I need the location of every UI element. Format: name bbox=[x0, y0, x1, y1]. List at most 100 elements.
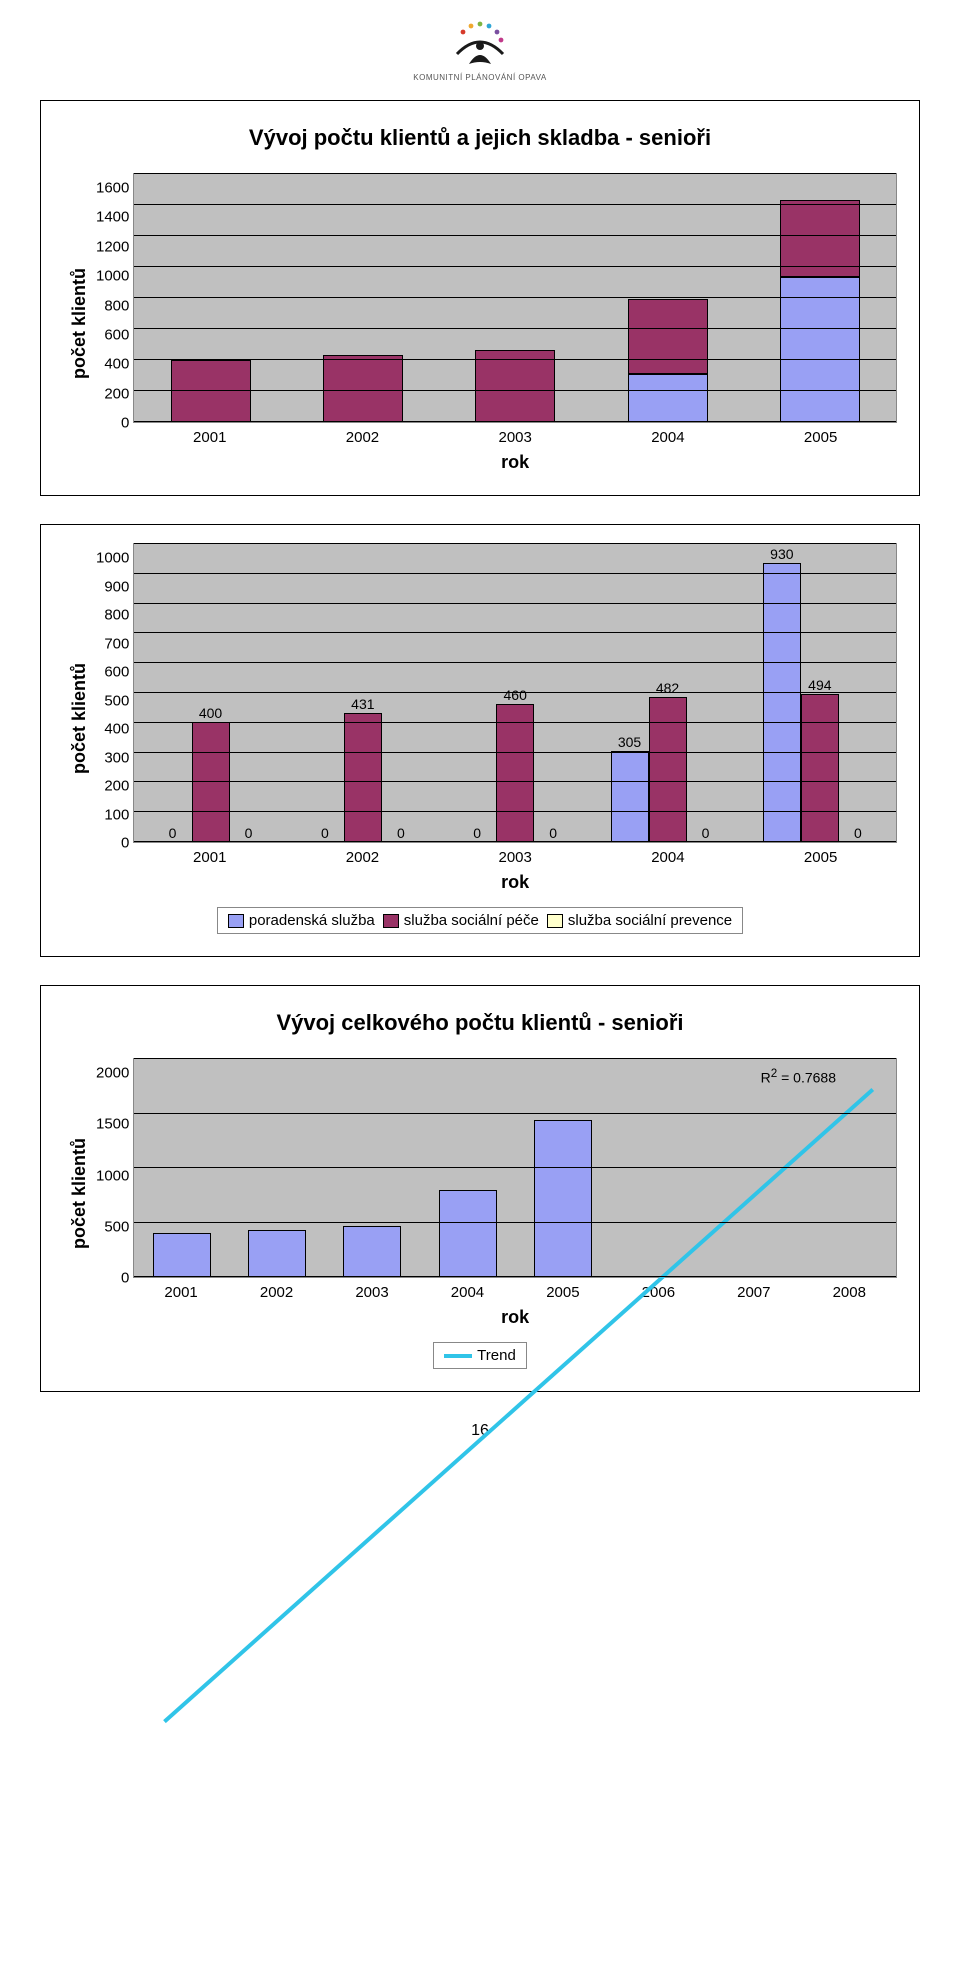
chart2-yticks: 10009008007006005004003002001000 bbox=[96, 543, 133, 843]
ytick: 700 bbox=[104, 636, 129, 651]
bar bbox=[344, 713, 382, 842]
xtick: 2006 bbox=[611, 1284, 706, 1301]
legend-swatch bbox=[444, 1354, 472, 1358]
chart1-plot bbox=[133, 173, 897, 423]
logo-caption: KOMUNITNÍ PLÁNOVÁNÍ OPAVA bbox=[40, 73, 920, 82]
bar-slot bbox=[439, 174, 591, 422]
bar-segment bbox=[780, 277, 860, 422]
chart1-xlabel: rok bbox=[133, 452, 897, 473]
xtick: 2001 bbox=[133, 429, 286, 446]
xtick: 2003 bbox=[439, 429, 592, 446]
bar-slot bbox=[610, 1059, 705, 1277]
value-label: 0 bbox=[245, 826, 253, 840]
value-label: 0 bbox=[397, 826, 405, 840]
value-label: 0 bbox=[321, 826, 329, 840]
bar bbox=[611, 751, 649, 843]
value-label: 0 bbox=[549, 826, 557, 840]
xtick: 2002 bbox=[229, 1284, 324, 1301]
ytick: 1000 bbox=[96, 1168, 129, 1183]
value-label: 494 bbox=[808, 678, 831, 692]
page-number: 16 bbox=[40, 1422, 920, 1440]
ytick: 600 bbox=[104, 327, 129, 342]
bar-segment bbox=[475, 350, 555, 422]
bar-slot bbox=[801, 1059, 896, 1277]
xtick: 2001 bbox=[133, 1284, 228, 1301]
value-label: 305 bbox=[618, 735, 641, 749]
value-label: 0 bbox=[702, 826, 710, 840]
bar-slot bbox=[325, 1059, 420, 1277]
chart3-plot: R2 = 0.7688 bbox=[133, 1058, 897, 1278]
ytick: 200 bbox=[104, 779, 129, 794]
chart2-ylabel: počet klientů bbox=[63, 543, 96, 893]
ytick: 1500 bbox=[96, 1117, 129, 1132]
bar-group: 0 431 0 bbox=[287, 544, 439, 842]
bar bbox=[439, 1190, 497, 1277]
bar-group: 04600 bbox=[439, 544, 591, 842]
chart1-yticks: 16001400120010008006004002000 bbox=[96, 173, 133, 423]
value-label: 400 bbox=[199, 706, 222, 720]
ytick: 1600 bbox=[96, 181, 129, 196]
ytick: 0 bbox=[121, 836, 129, 851]
legend-item: služba sociální péče bbox=[383, 912, 539, 929]
xtick: 2001 bbox=[133, 849, 286, 866]
bar-slot bbox=[134, 174, 286, 422]
page-root: KOMUNITNÍ PLÁNOVÁNÍ OPAVA Vývoj počtu kl… bbox=[0, 0, 960, 1480]
bar-slot bbox=[591, 174, 743, 422]
legend-item: Trend bbox=[444, 1347, 516, 1364]
chart2-xticks: 20012002200320042005 bbox=[133, 849, 897, 866]
xtick: 2003 bbox=[439, 849, 592, 866]
legend-label: poradenská služba bbox=[249, 912, 375, 929]
ytick: 800 bbox=[104, 608, 129, 623]
ytick: 1000 bbox=[96, 269, 129, 284]
logo-svg bbox=[445, 20, 515, 66]
legend-swatch bbox=[383, 914, 399, 928]
legend-swatch bbox=[547, 914, 563, 928]
xtick: 2005 bbox=[744, 429, 897, 446]
bar-segment bbox=[628, 299, 708, 374]
bar-slot bbox=[744, 174, 896, 422]
chart2-plot: 04000043100460030548209304940 bbox=[133, 543, 897, 843]
chart3-r2-label: R2 = 0.7688 bbox=[761, 1067, 836, 1086]
chart2-legend: poradenská služba služba sociální péče slu… bbox=[217, 907, 743, 934]
xtick: 2002 bbox=[286, 849, 439, 866]
value-label: 0 bbox=[854, 826, 862, 840]
xtick: 2007 bbox=[706, 1284, 801, 1301]
value-label: 482 bbox=[656, 681, 679, 695]
bar-slot bbox=[287, 174, 439, 422]
xtick: 2005 bbox=[515, 1284, 610, 1301]
bar-segment bbox=[628, 374, 708, 422]
bar bbox=[534, 1120, 592, 1277]
value-label: 431 bbox=[351, 697, 374, 711]
bar-group: 305 482 0 bbox=[591, 544, 743, 842]
bar-slot bbox=[706, 1059, 801, 1277]
chart2-panel: počet klientů 10009008007006005004003002… bbox=[40, 524, 920, 957]
ytick: 1000 bbox=[96, 551, 129, 566]
ytick: 500 bbox=[104, 693, 129, 708]
xtick: 2004 bbox=[592, 849, 745, 866]
bar bbox=[153, 1233, 211, 1277]
bar-group: 0 400 0 bbox=[134, 544, 286, 842]
legend-label: Trend bbox=[477, 1347, 516, 1364]
chart3-legend: Trend bbox=[433, 1342, 527, 1369]
bar bbox=[496, 704, 534, 842]
legend-item: služba sociální prevence bbox=[547, 912, 732, 929]
bar bbox=[763, 563, 801, 842]
ytick: 0 bbox=[121, 416, 129, 431]
value-label: 0 bbox=[473, 826, 481, 840]
ytick: 200 bbox=[104, 386, 129, 401]
chart1-ylabel: počet klientů bbox=[63, 173, 96, 473]
value-label: 0 bbox=[169, 826, 177, 840]
xtick: 2008 bbox=[802, 1284, 897, 1301]
chart3-xticks: 20012002200320042005200620072008 bbox=[133, 1284, 897, 1301]
chart1-xticks: 20012002200320042005 bbox=[133, 429, 897, 446]
chart2-xlabel: rok bbox=[133, 872, 897, 893]
ytick: 1200 bbox=[96, 239, 129, 254]
legend-item: poradenská služba bbox=[228, 912, 375, 929]
bar-slot bbox=[515, 1059, 610, 1277]
legend-label: služba sociální péče bbox=[404, 912, 539, 929]
xtick: 2004 bbox=[592, 429, 745, 446]
xtick: 2005 bbox=[744, 849, 897, 866]
ytick: 300 bbox=[104, 750, 129, 765]
chart3-xlabel: rok bbox=[133, 1307, 897, 1328]
xtick: 2004 bbox=[420, 1284, 515, 1301]
